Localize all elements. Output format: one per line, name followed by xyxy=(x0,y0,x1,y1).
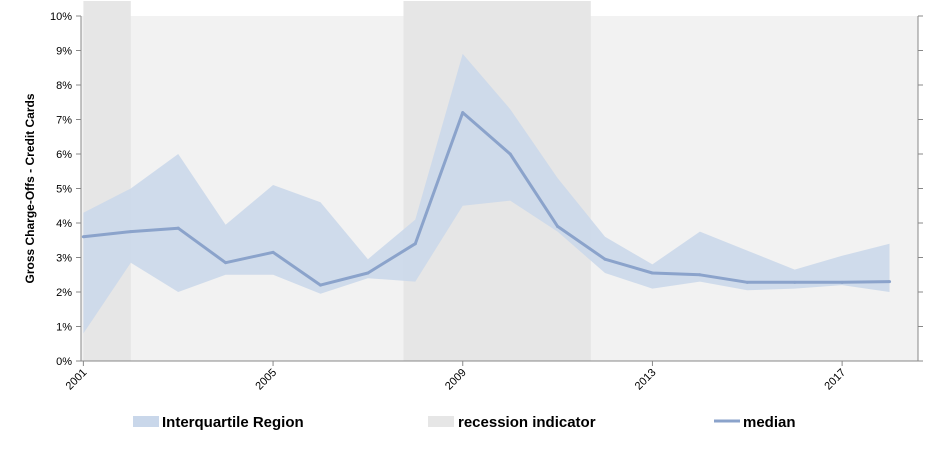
y-tick-label: 6% xyxy=(56,149,72,161)
x-tick-label: 2005 xyxy=(253,367,279,393)
y-tick-label: 7% xyxy=(56,115,72,127)
median-point xyxy=(650,271,654,275)
legend-label-median: median xyxy=(743,414,796,431)
y-tick-label: 1% xyxy=(56,322,72,334)
legend: Interquartile Region recession indicator… xyxy=(133,414,796,431)
x-tick-label: 2017 xyxy=(822,367,848,393)
y-tick-label: 9% xyxy=(56,46,72,58)
x-tick-label: 2013 xyxy=(633,367,659,393)
median-point xyxy=(888,280,892,284)
median-point xyxy=(176,226,180,230)
median-point xyxy=(508,152,512,156)
median-point xyxy=(224,261,228,265)
y-tick-label: 8% xyxy=(56,80,72,92)
legend-label-interquartile: Interquartile Region xyxy=(162,414,304,431)
band-layer xyxy=(83,53,890,334)
median-point xyxy=(461,111,465,115)
median-line xyxy=(83,111,890,287)
y-tick-label: 4% xyxy=(56,218,72,230)
legend-label-recession: recession indicator xyxy=(458,414,596,431)
median-point xyxy=(318,283,322,287)
y-axis-title: Gross Charge-Offs - Credit Cards xyxy=(23,93,37,283)
legend-swatch-interquartile xyxy=(133,416,159,427)
median-point xyxy=(81,235,85,239)
median-point xyxy=(271,250,275,254)
y-tick-label: 0% xyxy=(56,356,72,368)
median-point xyxy=(413,242,417,246)
median-point xyxy=(698,273,702,277)
x-tick-label: 2001 xyxy=(64,367,90,393)
median-point xyxy=(603,257,607,261)
median-point xyxy=(745,280,749,284)
median-point xyxy=(129,230,133,234)
legend-swatch-recession xyxy=(428,416,454,427)
y-tick-label: 5% xyxy=(56,184,72,196)
line-layer xyxy=(81,111,892,287)
median-point xyxy=(366,271,370,275)
x-tick-label: 2009 xyxy=(443,367,469,393)
y-tick-label: 10% xyxy=(50,11,72,23)
median-point xyxy=(556,224,560,228)
y-tick-label: 3% xyxy=(56,253,72,265)
median-point xyxy=(840,280,844,284)
interquartile-band xyxy=(83,53,890,334)
median-point xyxy=(793,280,797,284)
y-tick-label: 2% xyxy=(56,287,72,299)
